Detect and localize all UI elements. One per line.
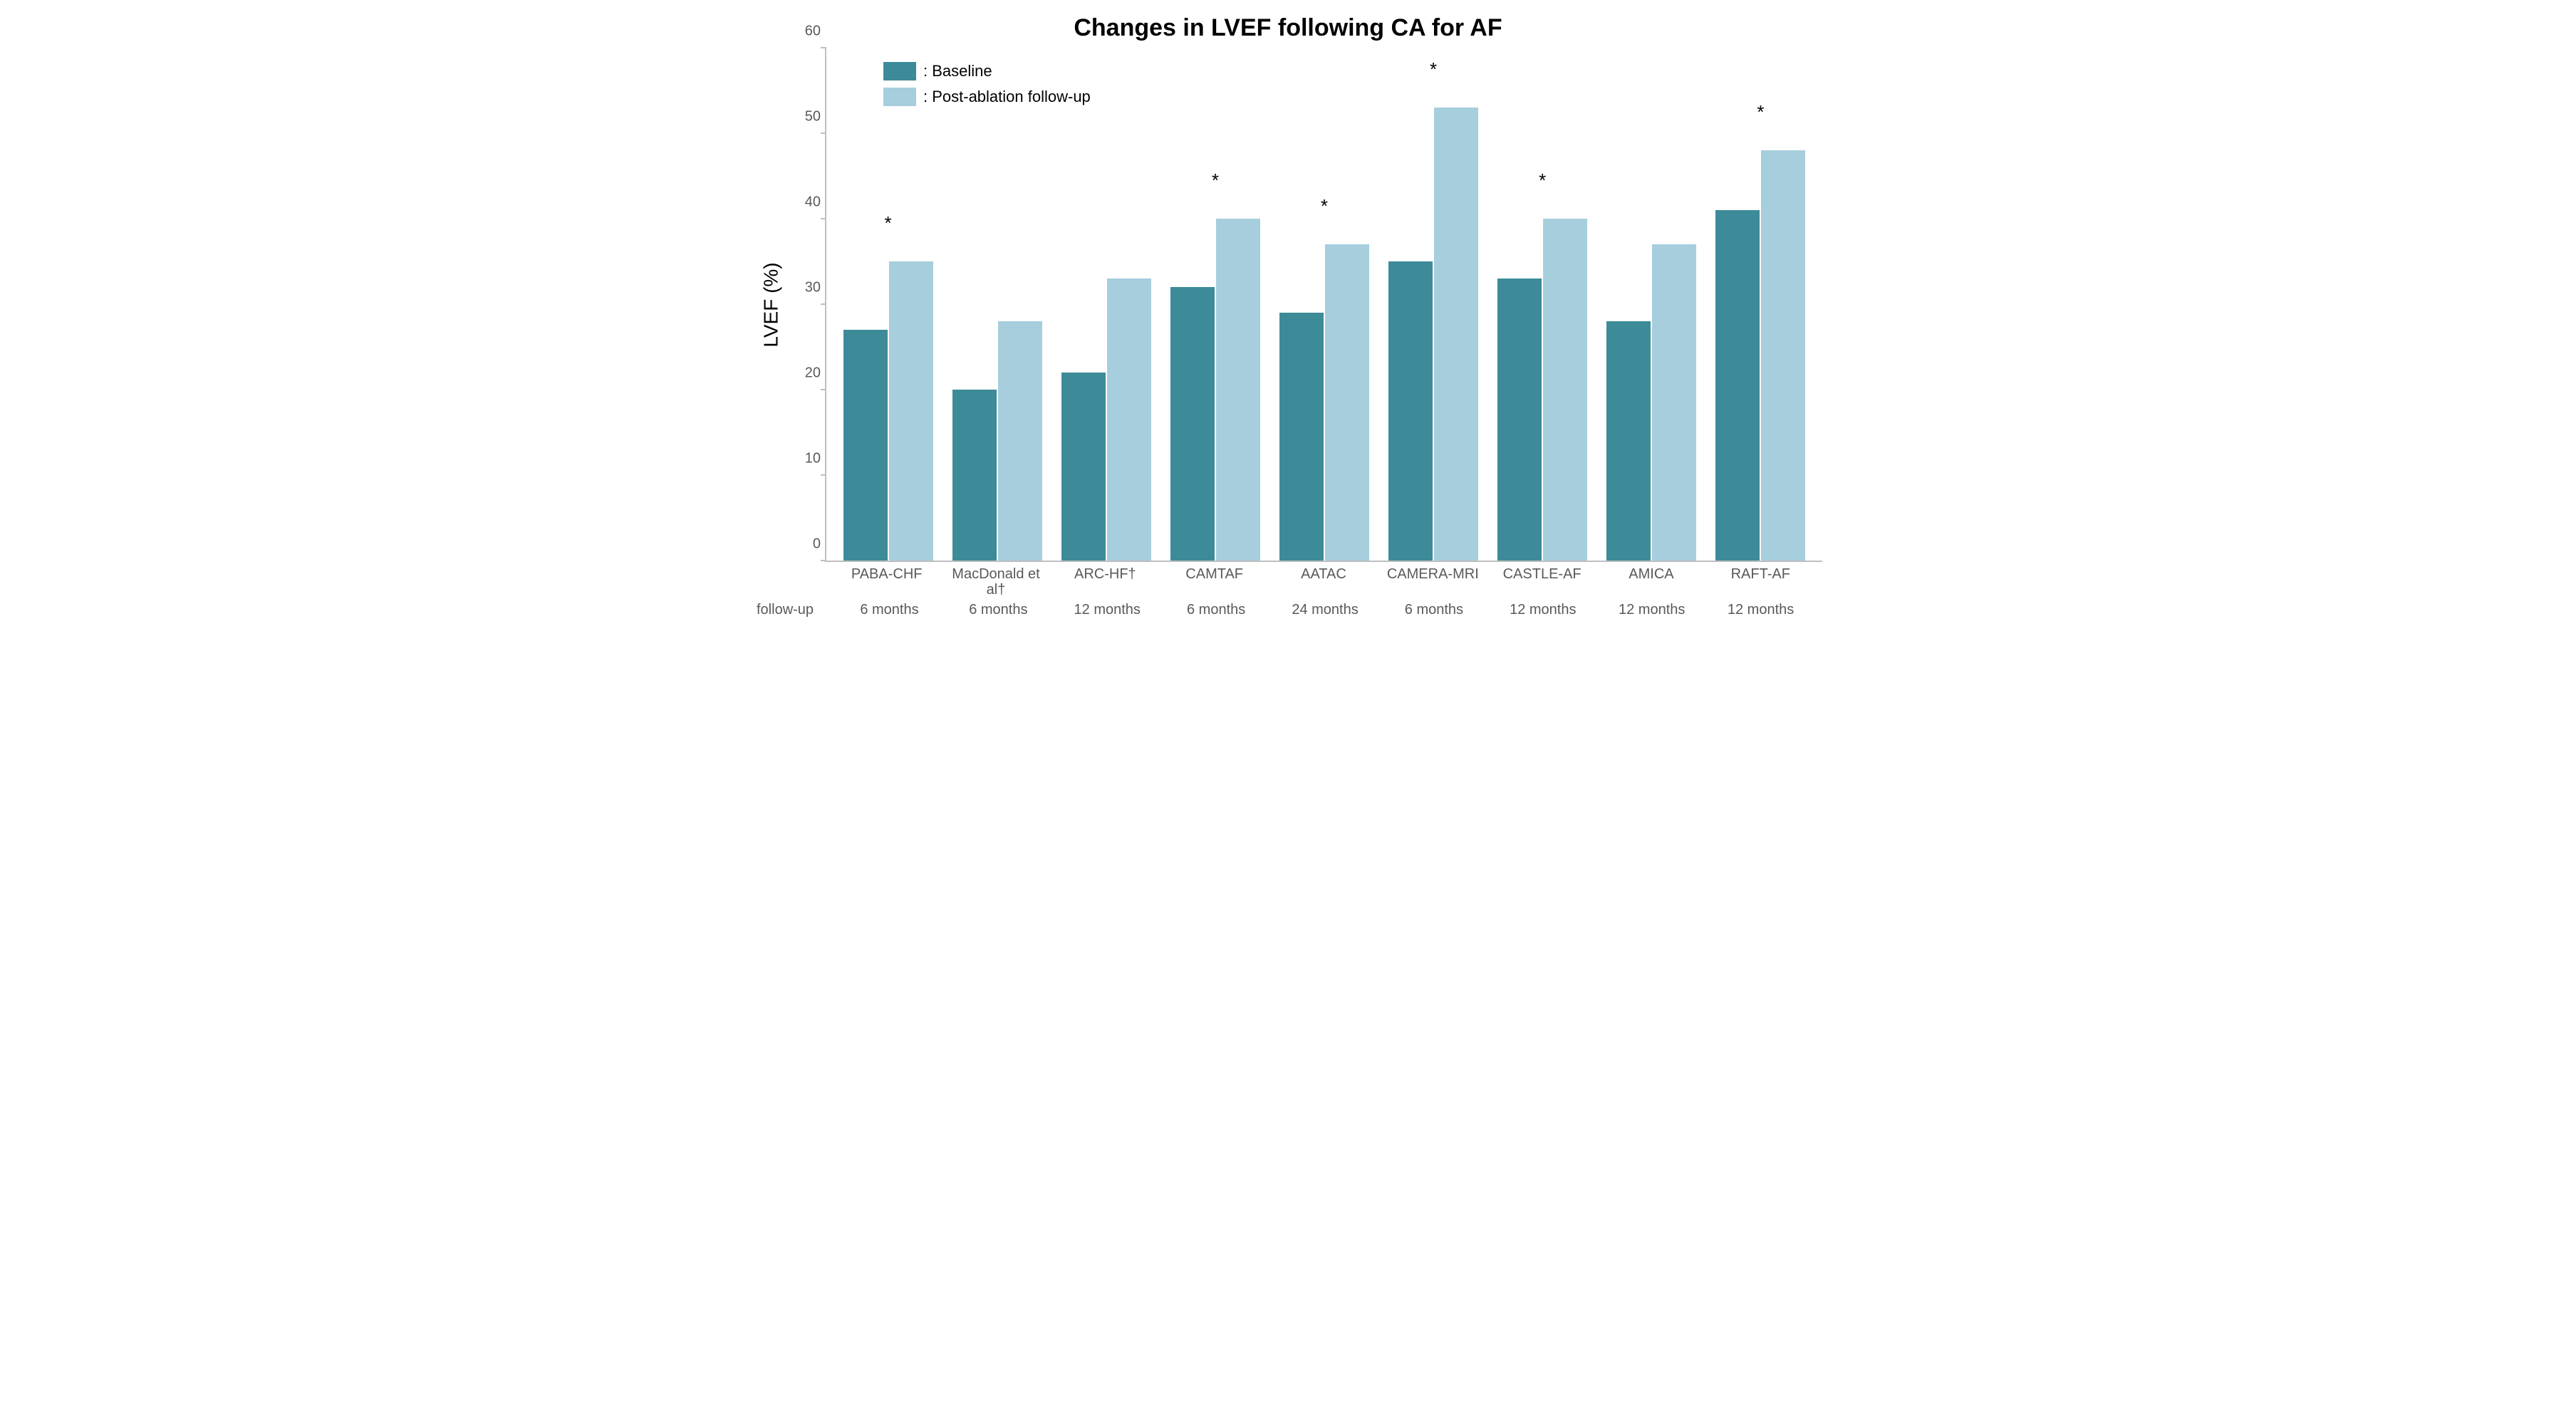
x-category-label: AMICA [1596, 562, 1705, 598]
legend-label: : Baseline [923, 62, 992, 80]
y-tick-label: 20 [805, 365, 821, 382]
followup-row: follow-up 6 months6 months12 months6 mon… [754, 602, 1822, 618]
bar-followup [1652, 244, 1696, 561]
bar-baseline [1388, 261, 1433, 561]
x-category-label: ARC-HF† [1051, 562, 1160, 598]
significance-star: * [884, 212, 891, 234]
followup-duration-label: 12 months [1488, 602, 1597, 618]
y-tick-mark [821, 132, 826, 134]
bar-group: * [1379, 48, 1488, 561]
followup-duration-label: 12 months [1053, 602, 1162, 618]
y-tick-mark [821, 474, 826, 476]
x-category-label: CASTLE-AF [1487, 562, 1596, 598]
followup-duration-label: 6 months [944, 602, 1053, 618]
bar-followup [889, 261, 933, 561]
followup-duration-label: 6 months [1379, 602, 1488, 618]
x-category-label: RAFT-AF [1706, 562, 1815, 598]
bar-baseline [952, 390, 997, 561]
significance-star: * [1212, 170, 1219, 192]
bar-followup [1216, 219, 1260, 561]
followup-duration-label: 12 months [1706, 602, 1815, 618]
significance-star: * [1539, 170, 1546, 192]
plot-area: : Baseline: Post-ablation follow-up ****… [825, 48, 1822, 562]
bar-baseline [1279, 313, 1324, 561]
bar-baseline [1497, 278, 1542, 561]
bar-baseline [1170, 287, 1215, 561]
y-tick-label: 30 [805, 280, 821, 296]
bar-group: * [833, 48, 942, 561]
bars-container: * * * * * * [826, 48, 1822, 561]
y-tick-mark [821, 303, 826, 305]
y-tick-label: 60 [805, 24, 821, 40]
bar-followup [1325, 244, 1369, 561]
y-tick-mark [821, 389, 826, 390]
x-labels: PABA-CHFMacDonald et al†ARC-HF†CAMTAFAAT… [825, 562, 1822, 598]
x-category-label: MacDonald et al† [941, 562, 1050, 598]
legend: : Baseline : Post-ablation follow-up [883, 62, 1091, 113]
plot-row: LVEF (%) 0102030405060 : Baseline: Post-… [754, 48, 1822, 562]
x-category-label: PABA-CHF [832, 562, 941, 598]
bar-followup [1434, 108, 1478, 561]
x-category-label: CAMERA-MRI [1378, 562, 1487, 598]
legend-label: : Post-ablation follow-up [923, 88, 1091, 106]
x-axis-row: PABA-CHFMacDonald et al†ARC-HF†CAMTAFAAT… [754, 562, 1822, 598]
followup-row-label: follow-up [754, 602, 828, 618]
ylabel-column: LVEF (%) [754, 48, 789, 562]
significance-star: * [1321, 195, 1328, 217]
x-category-label: CAMTAF [1160, 562, 1269, 598]
followup-duration-label: 6 months [835, 602, 944, 618]
bar-followup [1107, 278, 1151, 561]
bar-baseline [843, 330, 888, 561]
bar-baseline [1061, 373, 1106, 561]
bar-group: * [1706, 48, 1815, 561]
followup-labels: 6 months6 months12 months6 months24 mont… [828, 602, 1822, 618]
x-axis-spacer [754, 562, 825, 598]
bar-group: * [1488, 48, 1597, 561]
chart-title: Changes in LVEF following CA for AF [754, 14, 1822, 42]
bar-baseline [1715, 210, 1760, 561]
followup-duration-label: 24 months [1271, 602, 1380, 618]
bar-group [1597, 48, 1706, 561]
bar-followup [998, 321, 1042, 561]
legend-swatch [883, 88, 916, 106]
legend-item: : Baseline [883, 62, 1091, 80]
y-tick-label: 50 [805, 109, 821, 125]
bar-followup [1543, 219, 1587, 561]
lvef-chart: Changes in LVEF following CA for AF LVEF… [754, 14, 1822, 618]
legend-swatch [883, 62, 916, 80]
bar-followup [1761, 150, 1805, 561]
x-category-label: AATAC [1269, 562, 1378, 598]
legend-item: : Post-ablation follow-up [883, 88, 1091, 106]
y-tick-mark [821, 47, 826, 48]
significance-star: * [1757, 101, 1764, 123]
y-tick-mark [821, 560, 826, 561]
followup-duration-label: 12 months [1597, 602, 1706, 618]
bar-group [1051, 48, 1160, 561]
bar-group [942, 48, 1051, 561]
bar-group: * [1269, 48, 1378, 561]
y-axis-label: LVEF (%) [760, 262, 783, 347]
bar-baseline [1606, 321, 1651, 561]
y-tick-label: 40 [805, 194, 821, 211]
y-ticks-column: 0102030405060 [789, 48, 825, 561]
significance-star: * [1430, 58, 1437, 80]
y-tick-mark [821, 218, 826, 219]
y-tick-label: 0 [813, 536, 821, 553]
bar-group: * [1160, 48, 1269, 561]
y-tick-label: 10 [805, 451, 821, 467]
followup-duration-label: 6 months [1162, 602, 1271, 618]
